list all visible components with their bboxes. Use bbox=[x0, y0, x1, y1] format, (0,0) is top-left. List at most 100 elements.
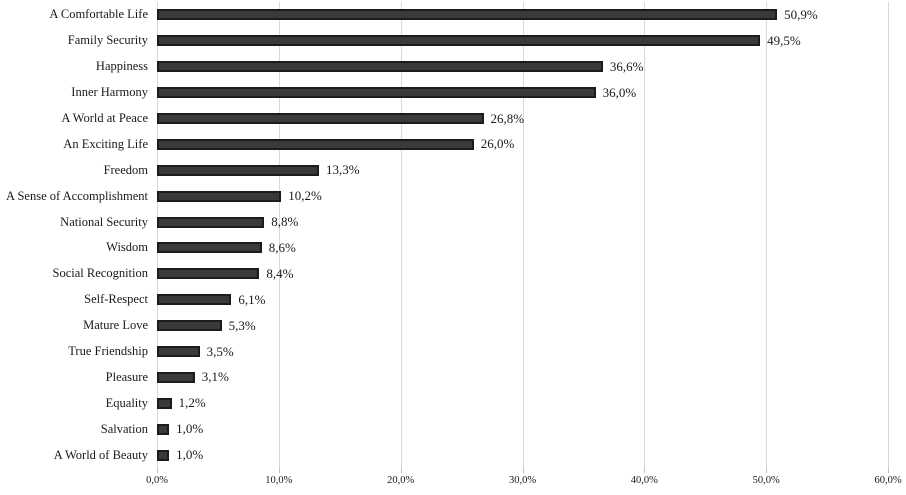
category-label: Equality bbox=[105, 395, 148, 410]
bar-track: 3,1% bbox=[157, 364, 888, 390]
bar-row: True Friendship 3,5% bbox=[0, 339, 906, 365]
value-label: 26,0% bbox=[480, 136, 515, 152]
x-axis-tick-label: 50,0% bbox=[752, 475, 780, 486]
bar-row: Freedom 13,3% bbox=[0, 157, 906, 183]
bar-track: 1,2% bbox=[157, 390, 888, 416]
category-label: A World at Peace bbox=[61, 111, 148, 125]
x-axis-tick bbox=[766, 468, 768, 473]
value-label: 8,6% bbox=[268, 239, 296, 255]
bar bbox=[157, 371, 195, 383]
bar-track: 1,0% bbox=[157, 442, 888, 468]
category-label: A World of Beauty bbox=[53, 447, 148, 462]
bar bbox=[157, 242, 262, 254]
bar-track: 26,0% bbox=[157, 131, 888, 157]
bar bbox=[157, 268, 260, 280]
x-axis-tick bbox=[888, 468, 889, 473]
gridline bbox=[644, 2, 646, 468]
value-label: 6,1% bbox=[238, 291, 266, 307]
bar-track: 13,3% bbox=[157, 157, 888, 183]
bar-track: 36,0% bbox=[157, 80, 888, 106]
category-label: A Sense of Accomplishment bbox=[6, 188, 148, 203]
value-label: 5,3% bbox=[228, 317, 256, 333]
value-label: 3,1% bbox=[201, 369, 229, 385]
bar-row: National Security 8,8% bbox=[0, 209, 906, 235]
category-label: An Exciting Life bbox=[63, 136, 148, 151]
bar-row: An Exciting Life 26,0% bbox=[0, 131, 906, 157]
value-label: 50,9% bbox=[784, 6, 818, 22]
x-axis-tick bbox=[400, 468, 402, 473]
x-axis-tick bbox=[522, 468, 524, 473]
bar bbox=[157, 423, 170, 435]
category-label: Mature Love bbox=[83, 318, 148, 333]
bar bbox=[157, 35, 761, 47]
bar-row: Mature Love 5,3% bbox=[0, 313, 906, 339]
x-axis-tick-label: 0,0% bbox=[146, 475, 168, 486]
value-label: 36,0% bbox=[602, 84, 637, 100]
bar-row: Social Recognition 8,4% bbox=[0, 261, 906, 287]
bar-track: 26,8% bbox=[157, 106, 888, 132]
gridline bbox=[157, 2, 158, 468]
category-label: Happiness bbox=[95, 59, 148, 74]
category-label: Social Recognition bbox=[52, 266, 148, 281]
bar bbox=[157, 397, 172, 409]
x-axis-tick-label: 20,0% bbox=[387, 475, 415, 486]
bar-row: A World of Beauty 1,0% bbox=[0, 442, 906, 468]
bar-track: 49,5% bbox=[157, 28, 888, 54]
gridline bbox=[278, 2, 280, 468]
category-label: Self-Respect bbox=[84, 292, 148, 307]
value-label: 13,3% bbox=[326, 162, 360, 178]
bar-row: Wisdom 8,6% bbox=[0, 235, 906, 261]
category-label: True Friendship bbox=[68, 344, 148, 359]
bar-row: Inner Harmony 36,0% bbox=[0, 80, 906, 106]
bar-track: 50,9% bbox=[157, 2, 888, 28]
value-label: 49,5% bbox=[767, 32, 801, 48]
bar-track: 5,3% bbox=[157, 313, 888, 339]
bar bbox=[157, 61, 603, 73]
bar bbox=[157, 113, 484, 124]
bar-row: A Comfortable Life 50,9% bbox=[0, 2, 906, 28]
bar-track: 10,2% bbox=[157, 183, 888, 209]
category-label: A Comfortable Life bbox=[49, 7, 148, 22]
x-axis: 0,0% 10,0% 20,0% 30,0% 40,0% 50,0% 60,0% bbox=[146, 468, 902, 494]
bar bbox=[157, 138, 474, 150]
value-label: 1,2% bbox=[178, 395, 206, 411]
category-label: Inner Harmony bbox=[71, 85, 148, 100]
bar bbox=[157, 449, 170, 461]
bar-track: 8,4% bbox=[157, 261, 888, 287]
bar bbox=[157, 87, 596, 99]
bar-row: Self-Respect 6,1% bbox=[0, 287, 906, 313]
category-label: Wisdom bbox=[106, 240, 148, 255]
bar-track: 8,6% bbox=[157, 235, 888, 261]
value-label: 1,0% bbox=[176, 447, 204, 463]
x-axis-tick bbox=[157, 468, 158, 473]
bar-row: Pleasure 3,1% bbox=[0, 364, 906, 390]
bar bbox=[157, 320, 222, 332]
x-axis-tick-label: 30,0% bbox=[508, 475, 537, 486]
bar-row: Family Security 49,5% bbox=[0, 28, 906, 54]
x-axis-tick-label: 60,0% bbox=[874, 475, 902, 486]
x-axis-tick bbox=[278, 468, 280, 473]
gridlines-layer bbox=[157, 2, 889, 468]
bar bbox=[157, 190, 282, 202]
category-label: Freedom bbox=[103, 162, 148, 177]
value-label: 8,8% bbox=[271, 214, 299, 230]
bar-row: Equality 1,2% bbox=[0, 390, 906, 416]
bar-track: 36,6% bbox=[157, 54, 888, 80]
category-label: National Security bbox=[60, 214, 148, 229]
bar bbox=[157, 346, 200, 358]
bar-track: 3,5% bbox=[157, 339, 888, 365]
value-label: 1,0% bbox=[176, 421, 204, 437]
bar bbox=[157, 9, 778, 21]
value-label: 36,6% bbox=[609, 58, 644, 74]
bar-row: Happiness 36,6% bbox=[0, 54, 906, 80]
category-label: Salvation bbox=[100, 421, 148, 436]
x-axis-tick-label: 10,0% bbox=[265, 475, 293, 486]
bar-row: Salvation 1,0% bbox=[0, 416, 906, 442]
bar-track: 6,1% bbox=[157, 287, 888, 313]
bar-track: 1,0% bbox=[157, 416, 888, 442]
bar bbox=[157, 294, 232, 306]
value-label: 26,8% bbox=[490, 110, 525, 126]
bar-track: 8,8% bbox=[157, 209, 888, 235]
gridline bbox=[522, 2, 524, 468]
